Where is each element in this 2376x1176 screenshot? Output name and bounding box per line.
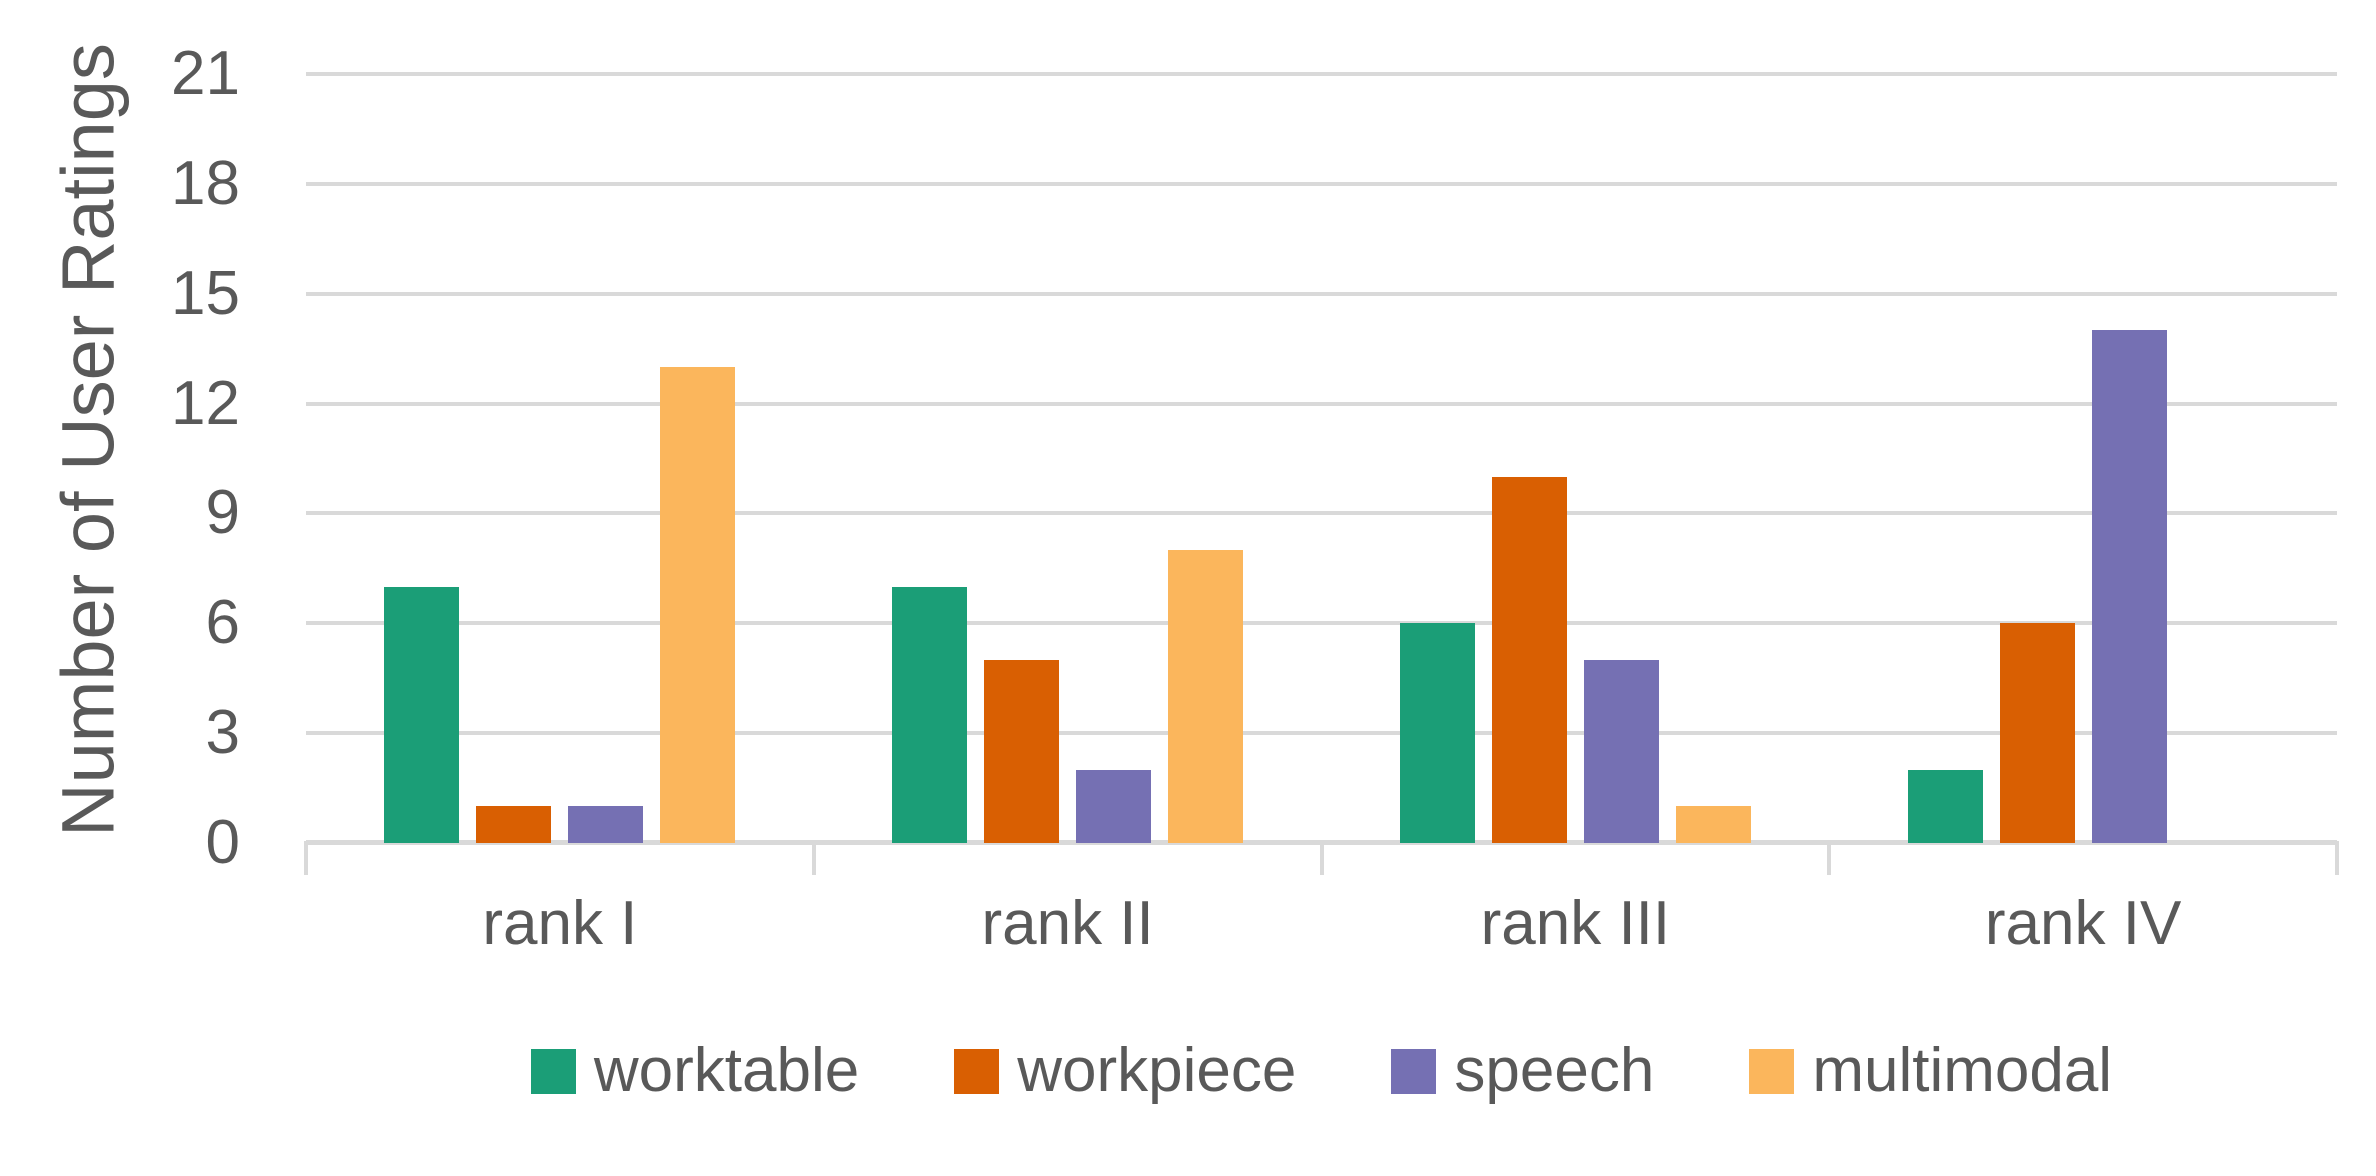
bar-workpiece: [984, 659, 1060, 843]
axis-tick: [1319, 841, 1324, 875]
legend-swatch: [530, 1048, 576, 1094]
x-category-label: rank III: [1480, 889, 1671, 958]
legend-item: speech: [1391, 1040, 1654, 1102]
bar-multimodal: [1168, 550, 1244, 843]
legend-label: speech: [1454, 1036, 1655, 1105]
bar-worktable: [1399, 623, 1475, 843]
gridline: [306, 621, 2337, 626]
bar-multimodal: [1675, 806, 1751, 843]
bar-workpiece: [1999, 623, 2075, 843]
gridline: [306, 72, 2337, 76]
legend-item: worktable: [530, 1036, 860, 1105]
y-tick-label: 12: [171, 368, 240, 438]
legend-swatch: [1391, 1048, 1437, 1094]
legend-label: workpiece: [1017, 1036, 1297, 1105]
y-tick-label: 21: [171, 39, 240, 108]
axis-tick: [1827, 841, 1832, 875]
gridline: [306, 731, 2337, 736]
axis-tick: [304, 841, 308, 875]
bar-worktable: [1907, 769, 1983, 843]
y-tick-label: 9: [205, 478, 240, 548]
y-tick-label: 0: [205, 808, 240, 877]
legend-label: multimodal: [1812, 1036, 2113, 1105]
legend-item: workpiece: [954, 1040, 1296, 1102]
x-category-label: rank IV: [1984, 889, 2182, 958]
bar-multimodal: [660, 366, 736, 843]
gridline: [306, 401, 2337, 406]
bar-workpiece: [476, 806, 552, 843]
bar-speech: [2091, 330, 2167, 843]
y-tick-label: 15: [171, 258, 240, 328]
plot-area: [304, 72, 2339, 875]
bar-worktable: [892, 586, 968, 843]
gridline: [306, 291, 2337, 296]
legend-item: multimodal: [1749, 1040, 2112, 1102]
bar-speech: [1076, 769, 1152, 843]
y-tick-label: 3: [205, 698, 240, 768]
bar-speech: [1583, 659, 1659, 843]
gridline: [306, 511, 2337, 516]
legend-label: worktable: [593, 1036, 860, 1105]
gridline: [306, 181, 2337, 186]
x-axis-labels: rank I rank II rank III rank IV: [306, 888, 2337, 968]
axis-tick: [2335, 841, 2339, 875]
y-tick-label: 18: [171, 148, 240, 218]
bar-workpiece: [1491, 476, 1567, 843]
y-tick-label: 6: [205, 588, 240, 658]
x-category-label: rank I: [482, 889, 638, 958]
x-category-label: rank II: [981, 889, 1154, 958]
legend: worktable workpiece speech multimodal: [306, 1040, 2337, 1102]
bar-worktable: [384, 586, 460, 843]
legend-swatch: [954, 1048, 1000, 1094]
bar-speech: [568, 806, 644, 843]
legend-swatch: [1749, 1048, 1795, 1094]
axis-tick: [811, 841, 816, 875]
